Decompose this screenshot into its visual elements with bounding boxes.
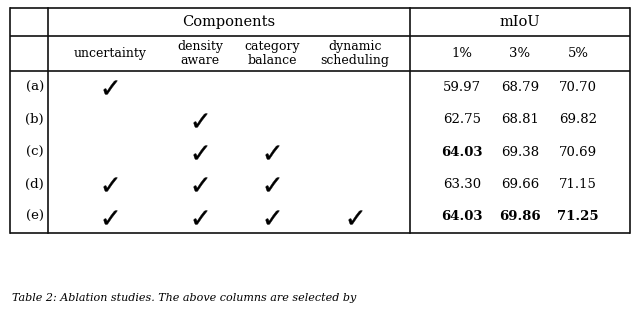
Text: category: category [244,40,300,53]
Text: uncertainty: uncertainty [74,47,147,60]
Text: 71.15: 71.15 [559,178,597,191]
Text: 69.66: 69.66 [501,178,539,191]
Text: 68.79: 68.79 [501,81,539,94]
Text: balance: balance [247,54,297,67]
Text: scheduling: scheduling [321,54,390,67]
Text: (e): (e) [26,210,44,223]
Text: 59.97: 59.97 [443,81,481,94]
Text: (a): (a) [26,81,44,94]
Text: 62.75: 62.75 [443,113,481,126]
Text: 69.38: 69.38 [501,145,539,159]
Text: (c): (c) [26,145,44,159]
Text: 70.70: 70.70 [559,81,597,94]
Text: (b): (b) [26,113,44,126]
Text: Components: Components [182,15,276,29]
Text: (d): (d) [25,178,44,191]
Text: dynamic: dynamic [328,40,381,53]
Text: Table 2: Ablation studies. The above columns are selected by: Table 2: Ablation studies. The above col… [12,293,356,303]
Text: 70.69: 70.69 [559,145,597,159]
Text: 5%: 5% [568,47,589,60]
Text: density: density [177,40,223,53]
Text: 69.82: 69.82 [559,113,597,126]
Text: 3%: 3% [509,47,531,60]
Text: 64.03: 64.03 [441,210,483,223]
Text: 64.03: 64.03 [441,145,483,159]
Text: 71.25: 71.25 [557,210,599,223]
Text: 1%: 1% [451,47,472,60]
Text: 63.30: 63.30 [443,178,481,191]
Text: 68.81: 68.81 [501,113,539,126]
Text: 69.86: 69.86 [499,210,541,223]
Text: aware: aware [180,54,220,67]
Text: mIoU: mIoU [500,15,540,29]
